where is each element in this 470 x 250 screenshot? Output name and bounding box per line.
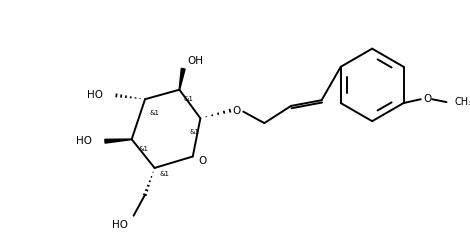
Text: OH: OH bbox=[187, 56, 203, 66]
Text: &1: &1 bbox=[184, 96, 194, 102]
Text: O: O bbox=[198, 156, 206, 166]
Text: O: O bbox=[233, 106, 241, 116]
Polygon shape bbox=[105, 139, 132, 143]
Text: &1: &1 bbox=[149, 110, 160, 116]
Text: HO: HO bbox=[112, 220, 128, 230]
Polygon shape bbox=[179, 68, 185, 90]
Text: &1: &1 bbox=[190, 129, 200, 135]
Text: O: O bbox=[423, 94, 431, 104]
Text: &1: &1 bbox=[159, 171, 169, 177]
Text: &1: &1 bbox=[138, 146, 148, 152]
Text: HO: HO bbox=[76, 136, 92, 146]
Text: HO: HO bbox=[87, 90, 103, 101]
Text: CH₃: CH₃ bbox=[454, 97, 470, 107]
